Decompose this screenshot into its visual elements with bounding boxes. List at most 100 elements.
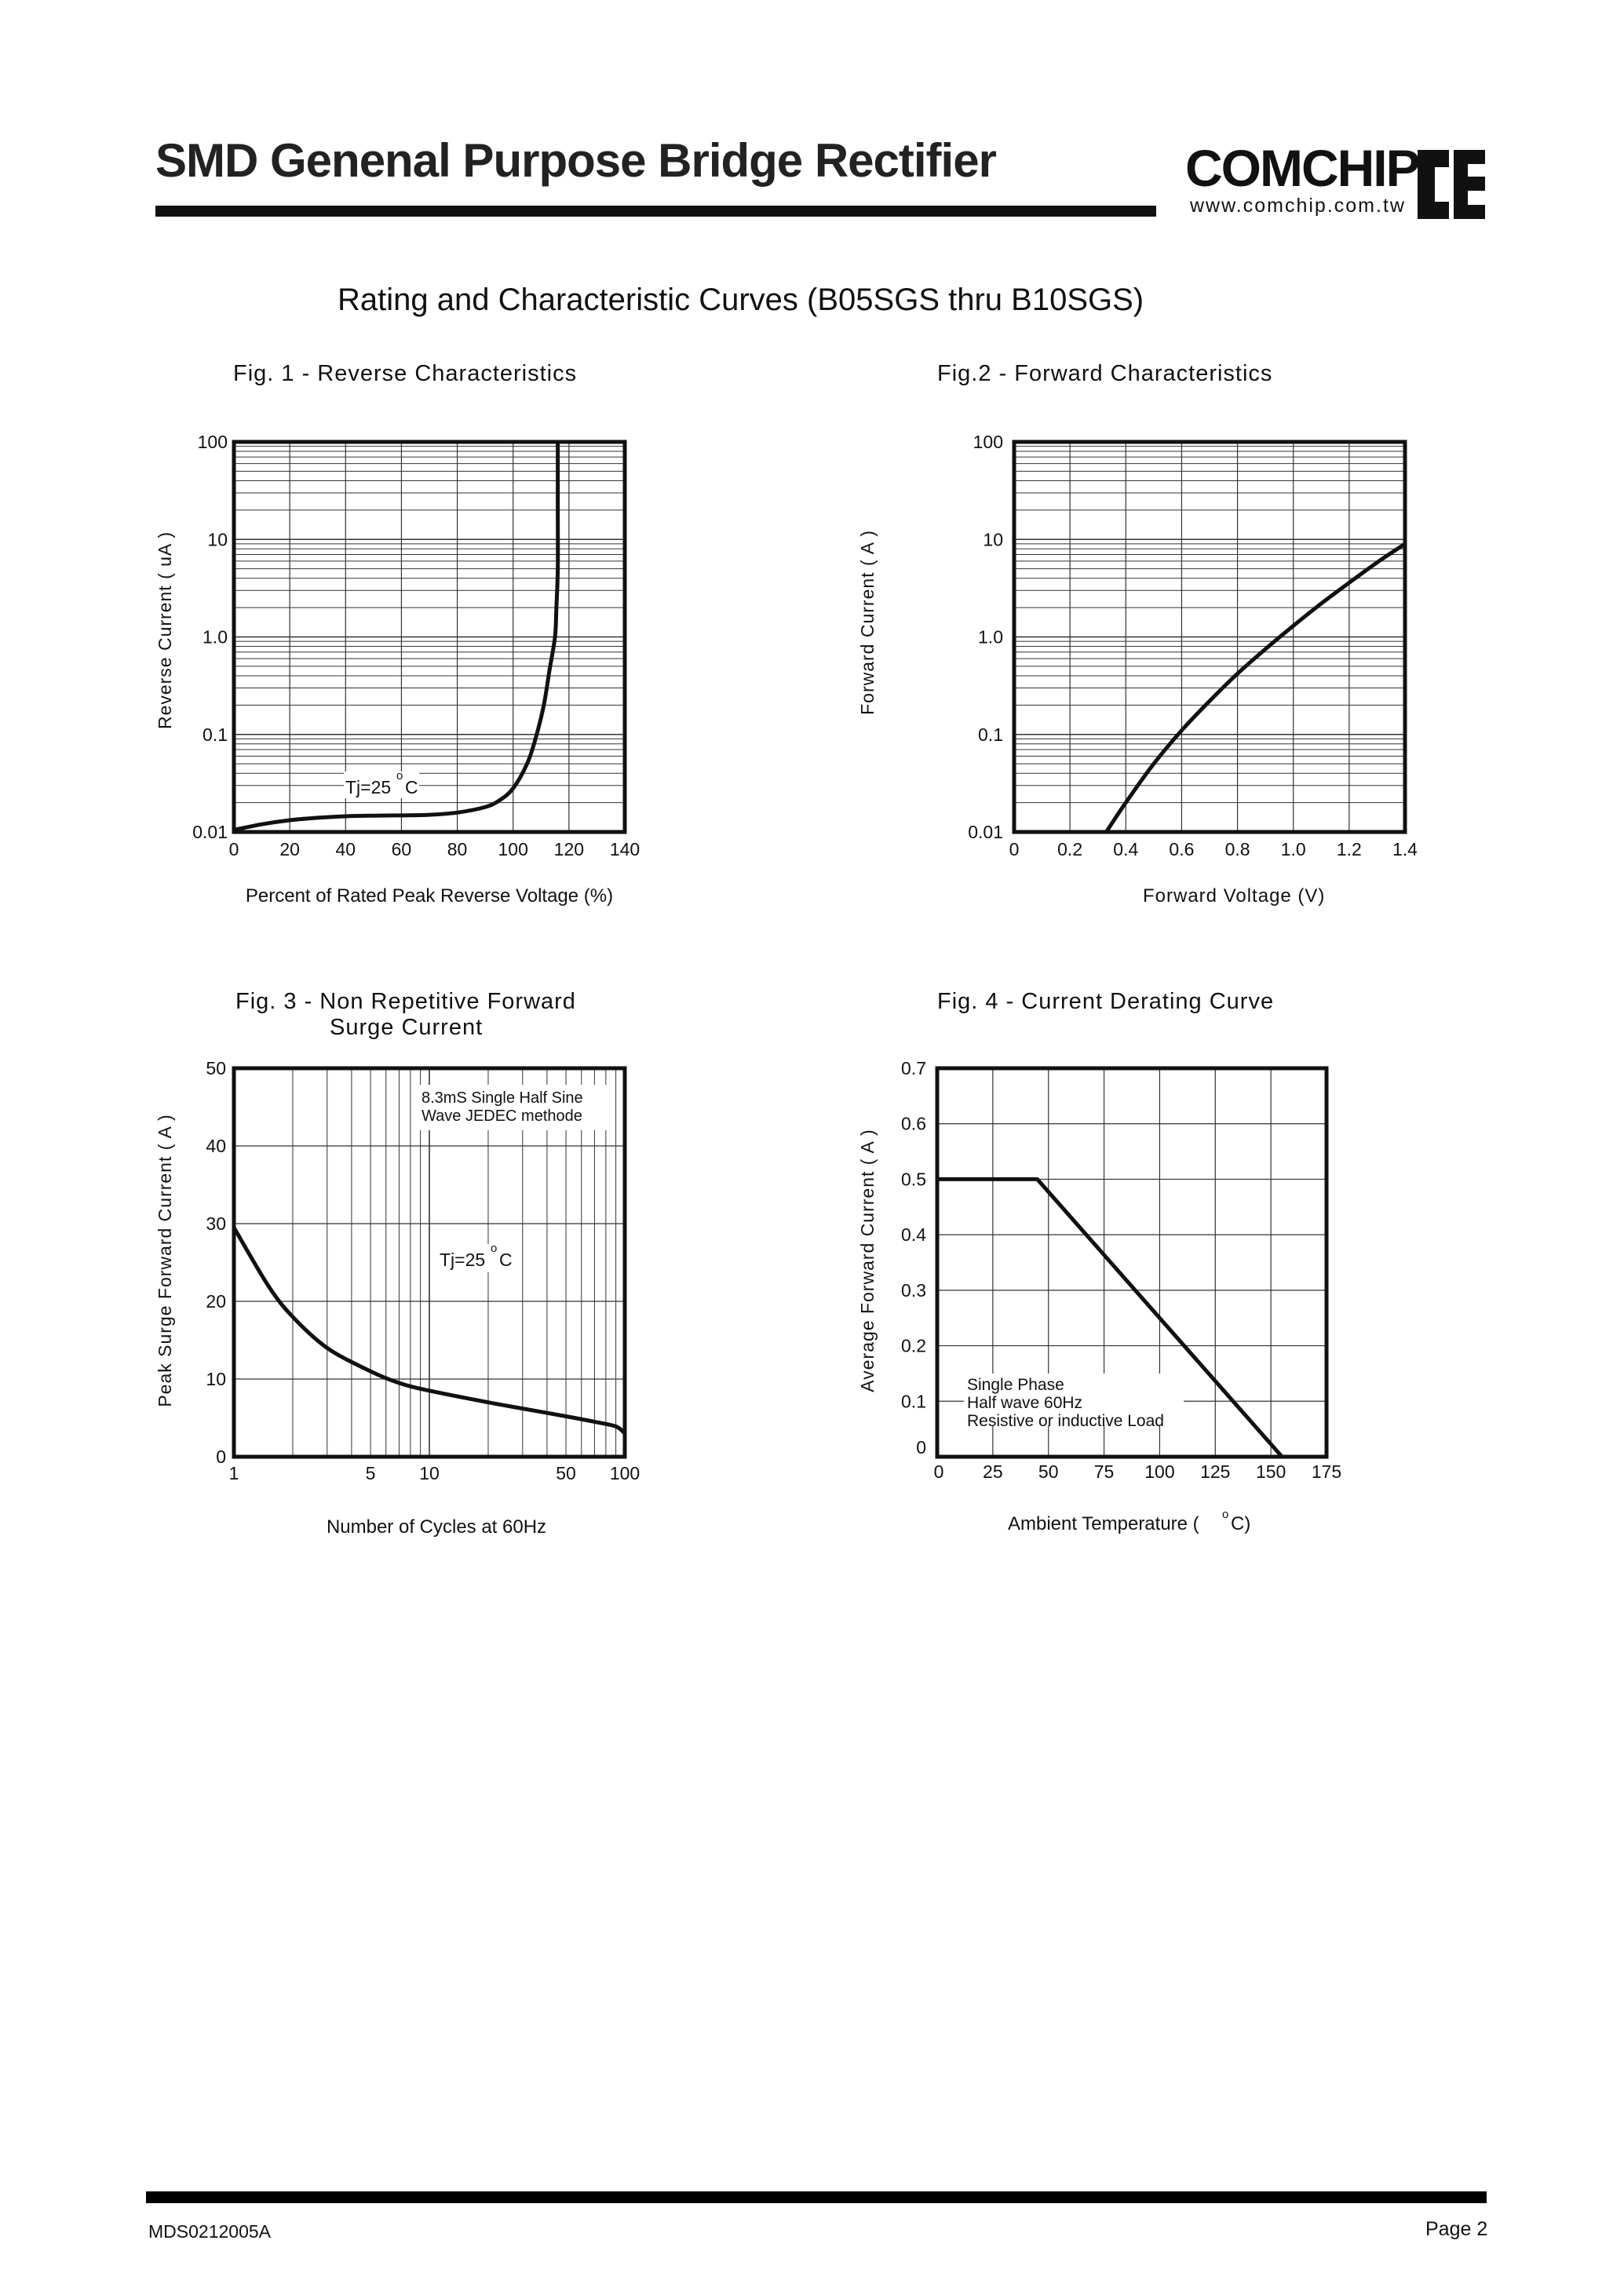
y-tick-label: 0.4 [901, 1224, 926, 1245]
x-tick-label: 0 [1009, 839, 1020, 859]
fig2-plot: 0 0.2 0.4 0.6 0.8 1.0 1.2 1.4 0.01 0.1 1.0 10 100 For… [857, 432, 1418, 907]
x-tick-label: 75 [1094, 1461, 1115, 1482]
brand-name: COMCHIP [1185, 139, 1421, 197]
x-axis-label: Forward Voltage (V) [1143, 885, 1325, 907]
annotation-bg [964, 1374, 1184, 1425]
y-tick-label: 100 [198, 432, 228, 452]
annotation-bg [419, 1085, 608, 1130]
x-tick-label: 20 [279, 839, 300, 859]
x-tick-label: 60 [392, 839, 412, 859]
annotation-tj: Tj=25 [345, 777, 391, 797]
y-tick-label: 1.0 [978, 627, 1003, 648]
x-tick-label: 25 [983, 1461, 1003, 1482]
x-tick-label: 0.6 [1169, 839, 1194, 859]
annotation-sup: o [396, 769, 403, 783]
annotation-unit: C [499, 1250, 513, 1270]
brand-url: www.comchip.com.tw [1190, 195, 1406, 217]
x-tick-label: 50 [556, 1463, 576, 1483]
series-line [232, 1225, 627, 1436]
x-tick-label: 0.2 [1057, 839, 1082, 859]
series-line [232, 440, 560, 832]
fig4-plot: 0 25 50 75 100 125 150 175 0 0.1 0.2 0.3 0.4 0.5 0.6 0.… [857, 1058, 1341, 1534]
y-tick-label: 40 [206, 1136, 226, 1156]
y-tick-label: 0.7 [901, 1058, 926, 1078]
y-tick-label: 0.1 [203, 724, 228, 745]
x-tick-label: 80 [447, 839, 468, 859]
fig1-plot: 0 20 40 60 80 100 120 140 0.01 0.1 1.0 10 100 Tj=25 oC… [155, 432, 640, 907]
annotation-sup: o [491, 1242, 497, 1255]
x-tick-label: 150 [1256, 1461, 1286, 1482]
y-tick-label: 0 [916, 1437, 926, 1458]
y-tick-label: 0.01 [968, 822, 1003, 842]
annotation-unit: C [405, 777, 418, 797]
y-tick-label: 50 [206, 1058, 226, 1078]
x-tick-label: 50 [1038, 1461, 1059, 1482]
x-tick-label: 1 [229, 1463, 239, 1483]
y-tick-label: 0.1 [978, 724, 1003, 745]
annotation-line: Half wave 60Hz [967, 1394, 1082, 1412]
footer-rule [146, 2191, 1487, 2203]
y-tick-label: 0.5 [901, 1169, 926, 1189]
fig1-title: Fig. 1 - Reverse Characteristics [233, 361, 578, 386]
fig3-plot: 1 5 10 50 100 0 10 20 30 40 50 8.3mS Single Half Si… [155, 1058, 640, 1538]
y-tick-label: 1.0 [203, 627, 228, 648]
fig4-title: Fig. 4 - Current Derating Curve [937, 989, 1275, 1014]
x-tick-label: 175 [1312, 1461, 1341, 1482]
plot-frame [1012, 440, 1407, 834]
document-title: SMD Genenal Purpose Bridge Rectifier [155, 134, 997, 187]
y-tick-label: 10 [206, 1369, 226, 1389]
x-tick-label: 0 [229, 839, 239, 859]
x-tick-label: 1.0 [1281, 839, 1306, 859]
y-tick-label: 0 [216, 1447, 226, 1467]
x-tick-label: 100 [1144, 1461, 1174, 1482]
y-axis-label: Reverse Current ( uA ) [155, 531, 175, 729]
y-tick-label: 100 [973, 432, 1003, 452]
annotation-bg [344, 772, 419, 798]
document-code: MDS0212005A [148, 2221, 271, 2242]
series-line [935, 1177, 1284, 1459]
y-tick-label: 0.1 [901, 1391, 926, 1411]
x-tick-label: 5 [366, 1463, 376, 1483]
y-tick-label: 0.3 [901, 1280, 926, 1301]
y-axis-label: Forward Current ( A ) [857, 530, 878, 715]
x-axis-label: Number of Cycles at 60Hz [327, 1516, 546, 1538]
plot-frame [935, 1066, 1329, 1459]
y-tick-label: 10 [207, 529, 228, 549]
y-tick-label: 10 [983, 529, 1003, 549]
y-axis-label: Peak Surge Forward Current ( A ) [155, 1114, 175, 1407]
x-tick-label: 1.4 [1392, 839, 1418, 859]
fig3-title-line1: Fig. 3 - Non Repetitive Forward [235, 989, 576, 1014]
plot-frame [232, 1066, 627, 1459]
x-tick-label: 125 [1200, 1461, 1230, 1482]
x-tick-label: 120 [554, 839, 584, 859]
y-tick-label: 30 [206, 1213, 226, 1234]
annotation-line: Single Phase [967, 1376, 1064, 1394]
annotation-line: 8.3mS Single Half Sine [422, 1089, 583, 1107]
fig2-title: Fig.2 - Forward Characteristics [937, 361, 1273, 386]
plot-frame [232, 440, 627, 834]
x-tick-label: 0.4 [1113, 839, 1138, 859]
x-axis-label: Ambient Temperature ( [1008, 1513, 1199, 1534]
x-tick-label: 140 [610, 839, 640, 859]
x-tick-label: 40 [335, 839, 356, 859]
x-axis-label: Percent of Rated Peak Reverse Voltage (%… [246, 885, 613, 907]
annotation-line: Wave JEDEC methode [422, 1107, 582, 1125]
x-tick-label: 1.2 [1337, 839, 1362, 859]
series-line [1104, 542, 1407, 834]
annotation-tj: Tj=25 [440, 1250, 485, 1270]
header-rule [155, 206, 1156, 217]
page-subtitle: Rating and Characteristic Curves (B05SGS… [338, 283, 1144, 317]
page-number: Page 2 [1425, 2218, 1488, 2240]
x-tick-label: 0.8 [1225, 839, 1250, 859]
x-tick-label: 100 [610, 1463, 640, 1483]
comchip-logo-icon [1418, 150, 1485, 219]
x-tick-label: 100 [498, 839, 528, 859]
y-axis-label: Average Forward Current ( A ) [857, 1129, 878, 1392]
x-axis-label-end: C) [1231, 1513, 1250, 1534]
y-tick-label: 0.2 [901, 1336, 926, 1356]
y-tick-label: 20 [206, 1291, 226, 1312]
x-axis-label-sup: o [1222, 1508, 1228, 1521]
fig3-title-line2: Surge Current [330, 1015, 484, 1040]
x-tick-label: 10 [419, 1463, 440, 1483]
x-tick-label: 0 [934, 1461, 944, 1482]
